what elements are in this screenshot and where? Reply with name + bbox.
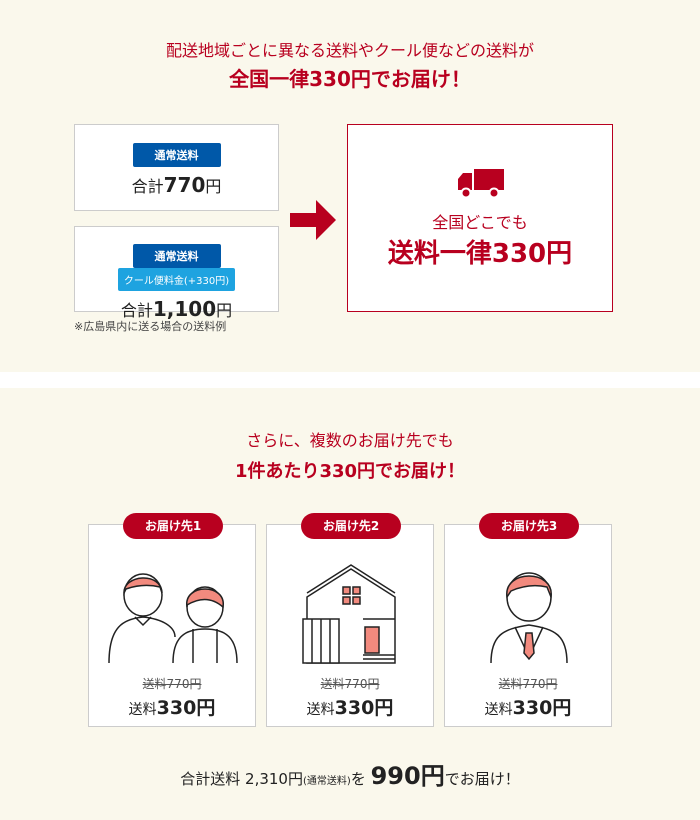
house-illustration-icon <box>302 564 396 664</box>
flat-rate-section: 配送地域ごとに異なる送料やクール便などの送料が 全国一律330円でお届け！ 通常… <box>0 0 700 372</box>
multi-destination-section: さらに、複数のお届け先でも 1件あたり330円でお届け！ お届け先1 送料770… <box>0 388 700 820</box>
new-price: 送料330円 <box>484 697 572 719</box>
example-note: ※広島県内に送る場合の送料例 <box>74 320 227 333</box>
destination-card-3: お届け先3 送料770円 送料330円 <box>444 513 612 727</box>
destination-badge: お届け先3 <box>479 513 579 539</box>
arrow-right-icon <box>290 200 336 240</box>
old-price: 送料770円 <box>142 677 202 691</box>
old-price: 送料770円 <box>320 677 380 691</box>
destination-card-2: お届け先2 送料770円 送料330円 <box>266 513 434 727</box>
destination-card-1: お届け先1 送料770円 送料330円 <box>88 513 256 727</box>
flat-rate-box: 全国どこでも 送料一律330円 <box>347 124 613 312</box>
normal-shipping-tag: 通常送料 <box>132 143 221 167</box>
destination-badge: お届け先2 <box>301 513 401 539</box>
example-cool-box: 通常送料 クール便料金(+330円) 合計1,100円 <box>74 226 279 321</box>
hero-line1: 配送地域ごとに異なる送料やクール便などの送料が <box>165 41 534 60</box>
flat-rate-line1: 全国どこでも <box>432 213 528 232</box>
new-price: 送料330円 <box>128 697 216 719</box>
destination-badge: お届け先1 <box>123 513 223 539</box>
cool-fee-tag: クール便料金(+330円) <box>117 268 236 291</box>
new-price: 送料330円 <box>306 697 394 719</box>
old-price: 送料770円 <box>498 677 558 691</box>
summary-text: 合計送料 2,310円(通常送料)を 990円でお届け！ <box>180 762 520 790</box>
truck-icon <box>458 169 504 199</box>
businessman-illustration-icon <box>490 572 568 664</box>
multi-line2: 1件あたり330円でお届け！ <box>234 461 466 482</box>
total-770: 合計770円 <box>131 173 222 197</box>
example-normal-box: 通常送料 合計770円 <box>74 124 279 211</box>
multi-line1: さらに、複数のお届け先でも <box>246 431 454 450</box>
hero-line2: 全国一律330円でお届け！ <box>229 67 471 91</box>
flat-rate-line2: 送料一律330円 <box>387 239 573 269</box>
normal-shipping-tag: 通常送料 <box>132 244 221 268</box>
couple-illustration-icon <box>108 573 238 664</box>
total-1100: 合計1,100円 <box>120 297 233 321</box>
